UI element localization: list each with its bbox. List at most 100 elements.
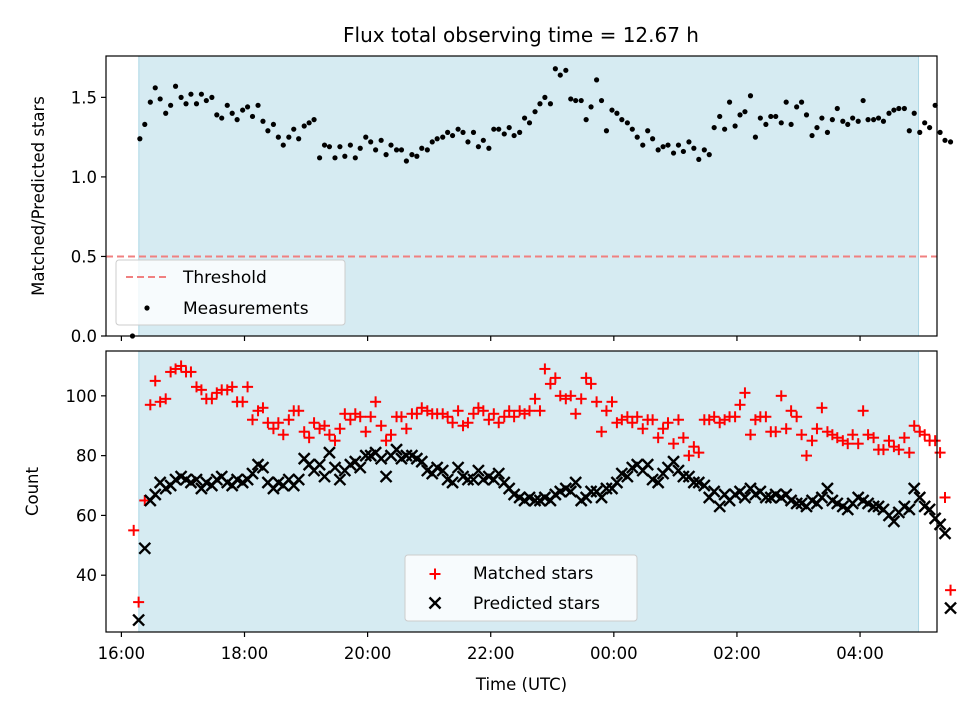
predicted-star-point [323,446,336,459]
matched-star-point [344,414,356,426]
matched-star-point [334,423,346,435]
predicted-star-point-b [353,461,367,474]
y-tick-label: 60 [76,506,97,525]
matched-star-point [585,378,597,390]
matched-star-point [319,420,331,432]
matched-star-point [657,423,669,435]
measurement-point [470,129,477,135]
measurement-point [286,134,292,140]
predicted-star-point [759,491,773,504]
measurement-point [763,121,769,128]
matched-star-point [744,429,756,441]
predicted-star-point [595,491,608,504]
measurement-point [911,110,917,116]
predicted-star-point-b [687,476,701,489]
predicted-star-point-b [190,473,203,486]
predicted-star-point [313,458,326,471]
predicted-star-point [446,476,459,489]
measurement-point [363,134,369,140]
matched-star-point [791,411,803,423]
measurement-point [234,117,240,123]
legend-matched-swatch [429,568,441,580]
predicted-star-point-b [621,470,634,483]
predicted-star-point-b [784,494,798,507]
predicted-star-point-b [256,461,270,474]
measurement-point [583,117,589,123]
predicted-star-point [492,467,506,480]
predicted-star-point-b [415,455,429,468]
measurement-point [906,128,912,134]
measurement-point [588,104,594,110]
measurement-point [670,150,677,156]
predicted-star-point-b [148,488,162,501]
matched-star-point [596,426,608,438]
measurement-point [747,93,754,99]
matched-star-point [185,366,197,378]
measurement-point [829,117,835,123]
measurement-point [332,155,338,161]
predicted-star-point-b [507,488,521,501]
measurement-point [896,105,902,112]
predicted-star-point-b [821,482,834,495]
predicted-star-point [374,452,388,465]
measurement-point [280,142,286,148]
x-tick-label: 22:00 [467,644,515,663]
predicted-star-point [907,482,921,495]
measurement-point [409,152,415,158]
matched-star-point [154,396,166,408]
predicted-star-point [451,461,465,474]
matched-star-point [626,417,638,429]
matched-star-point [647,414,659,426]
legend-predicted-marker-b [428,596,442,610]
predicted-star-point-b [379,470,393,483]
measurement-point [429,139,435,145]
matched-star-point [477,405,489,417]
matched-star-point [483,414,495,426]
matched-star-point [360,426,372,438]
count-legend: Matched stars Predicted stars [404,554,638,622]
predicted-star-point [697,479,711,492]
measurement-point [865,117,871,123]
predicted-star-point [815,491,829,504]
matched-star-point [616,414,628,426]
matched-star-point [631,411,643,423]
predicted-star-point-b [323,446,336,459]
measurement-point [475,144,482,150]
measurement-point [691,145,697,151]
measurement-point [203,97,209,104]
matched-star-point [442,411,454,423]
matched-star-point [149,375,161,387]
matched-star-point [293,405,305,417]
measurement-point [255,102,261,108]
matched-star-point [903,447,915,459]
measurement-point [501,131,507,137]
measurement-point [434,136,440,142]
matched-star-point [175,360,187,372]
predicted-star-point [333,473,347,486]
matched-star-point [842,438,854,450]
predicted-star-point-b [482,470,496,483]
measurement-point [188,91,194,97]
matched-star-point [160,393,172,405]
measurement-point [624,120,630,126]
matched-star-point [677,432,689,444]
measurement-point [178,94,184,100]
predicted-star-point [569,476,583,489]
predicted-star-point [353,461,367,474]
legend-matched-label: Matched stars [473,564,593,584]
measurement-point [240,107,246,113]
predicted-star-point [256,461,270,474]
matched-star-point [934,447,946,459]
predicted-star-point-b [584,485,598,498]
ratio-x-ticks [120,336,861,341]
predicted-star-point-b [472,464,485,477]
count-points [128,360,957,627]
predicted-star-point-b [451,461,465,474]
matched-star-point [226,381,238,393]
x-tick-label: 02:00 [713,644,761,663]
measurement-point [373,147,379,153]
predicted-star-point-b [610,476,624,489]
predicted-star-point-b [805,494,819,507]
measurement-point [773,113,779,120]
ratio-legend-box [115,259,346,326]
